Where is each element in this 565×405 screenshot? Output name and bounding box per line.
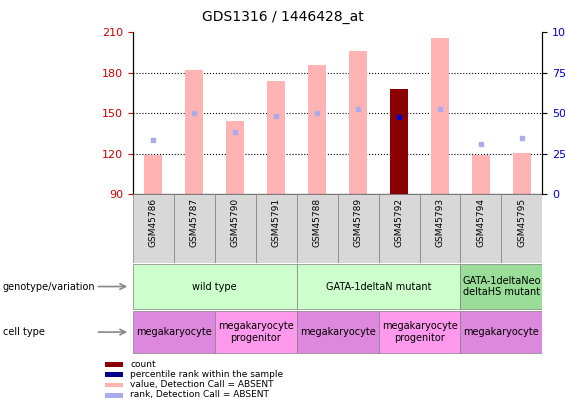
Bar [144, 155, 163, 194]
Text: GSM45790: GSM45790 [231, 198, 240, 247]
Text: megakaryocyte
progenitor: megakaryocyte progenitor [381, 321, 458, 343]
Bar [472, 155, 490, 194]
Text: GSM45791: GSM45791 [272, 198, 281, 247]
Bar [105, 362, 123, 367]
Text: GSM45786: GSM45786 [149, 198, 158, 247]
Bar [297, 311, 379, 354]
Bar [349, 51, 367, 194]
Bar [431, 38, 449, 194]
Text: megakaryocyte
progenitor: megakaryocyte progenitor [218, 321, 294, 343]
Bar [215, 311, 297, 354]
Text: GDS1316 / 1446428_at: GDS1316 / 1446428_at [202, 10, 363, 24]
Bar [105, 383, 123, 387]
Bar [133, 264, 297, 309]
Text: rank, Detection Call = ABSENT: rank, Detection Call = ABSENT [131, 390, 269, 399]
Bar [390, 89, 408, 194]
Text: megakaryocyte: megakaryocyte [463, 327, 540, 337]
Bar [174, 194, 215, 263]
Text: count: count [131, 360, 156, 369]
Bar [105, 393, 123, 398]
Bar [105, 373, 123, 377]
Text: GSM45794: GSM45794 [476, 198, 485, 247]
Bar [379, 311, 460, 354]
Bar [460, 194, 502, 263]
Bar [215, 194, 256, 263]
Text: GATA-1deltaN mutant: GATA-1deltaN mutant [326, 281, 431, 292]
Bar [502, 194, 542, 263]
Bar [308, 65, 327, 194]
Text: GSM45788: GSM45788 [312, 198, 321, 247]
Bar [255, 194, 297, 263]
Text: GSM45789: GSM45789 [354, 198, 363, 247]
Text: GSM45793: GSM45793 [436, 198, 445, 247]
Text: cell type: cell type [3, 327, 45, 337]
Bar [512, 153, 531, 194]
Text: megakaryocyte: megakaryocyte [136, 327, 212, 337]
Bar [379, 194, 419, 263]
Text: GATA-1deltaNeo
deltaHS mutant: GATA-1deltaNeo deltaHS mutant [462, 276, 541, 297]
Text: percentile rank within the sample: percentile rank within the sample [131, 370, 284, 379]
Text: GSM45792: GSM45792 [394, 198, 403, 247]
Bar [133, 311, 215, 354]
Bar [226, 122, 245, 194]
Bar [297, 194, 338, 263]
Text: genotype/variation: genotype/variation [3, 281, 95, 292]
Bar [419, 194, 460, 263]
Text: GSM45795: GSM45795 [518, 198, 527, 247]
Bar [267, 81, 285, 194]
Text: megakaryocyte: megakaryocyte [299, 327, 376, 337]
Bar [185, 70, 203, 194]
Bar [297, 264, 460, 309]
Bar [460, 311, 542, 354]
Text: wild type: wild type [193, 281, 237, 292]
Bar [338, 194, 379, 263]
Bar [460, 264, 542, 309]
Text: value, Detection Call = ABSENT: value, Detection Call = ABSENT [131, 380, 273, 389]
Bar [133, 194, 174, 263]
Text: GSM45787: GSM45787 [190, 198, 199, 247]
